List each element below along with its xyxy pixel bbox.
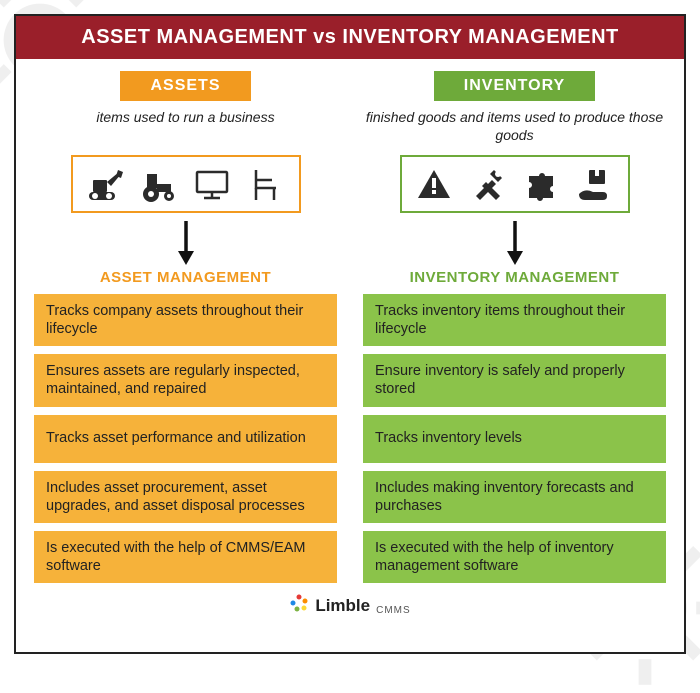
assets-subtitle: items used to run a business <box>96 109 274 145</box>
infographic-frame: ASSET MANAGEMENT vs INVENTORY MANAGEMENT… <box>14 14 686 654</box>
inventory-bullet: Includes making inventory forecasts and … <box>363 471 666 523</box>
assets-icon-box <box>71 155 301 213</box>
asset-management-label: ASSET MANAGEMENT <box>100 269 271 286</box>
logo: Limble CMMS <box>34 593 666 618</box>
inventory-bullet: Tracks inventory levels <box>363 415 666 463</box>
inventory-bullets: Tracks inventory items throughout their … <box>363 294 666 583</box>
assets-pill: ASSETS <box>120 71 250 101</box>
construction-sign-icon <box>414 164 454 204</box>
asset-bullet: Ensures assets are regularly inspected, … <box>34 354 337 406</box>
asset-bullet: Is executed with the help of CMMS/EAM so… <box>34 531 337 583</box>
logo-mark-icon <box>289 593 309 618</box>
inventory-pill: INVENTORY <box>434 71 595 101</box>
inventory-subtitle: finished goods and items used to produce… <box>363 109 666 145</box>
inventory-icon-box <box>400 155 630 213</box>
tools-icon <box>468 164 508 204</box>
excavator-icon <box>85 164 125 204</box>
tractor-icon <box>139 164 179 204</box>
inventory-bullet: Ensure inventory is safely and properly … <box>363 354 666 406</box>
assets-arrow <box>175 219 197 265</box>
inventory-management-label: INVENTORY MANAGEMENT <box>410 269 620 286</box>
inventory-bullet: Tracks inventory items throughout their … <box>363 294 666 346</box>
asset-bullet: Tracks company assets throughout their l… <box>34 294 337 346</box>
asset-bullet: Includes asset procurement, asset upgrad… <box>34 471 337 523</box>
assets-bullets: Tracks company assets throughout their l… <box>34 294 337 583</box>
main-title: ASSET MANAGEMENT vs INVENTORY MANAGEMENT <box>16 16 684 59</box>
logo-suffix: CMMS <box>376 605 411 616</box>
inventory-arrow <box>504 219 526 265</box>
chair-icon <box>246 164 286 204</box>
monitor-icon <box>192 164 232 204</box>
hand-box-icon <box>575 164 615 204</box>
columns: ASSETS items used to run a business <box>34 71 666 583</box>
inventory-bullet: Is executed with the help of inventory m… <box>363 531 666 583</box>
asset-bullet: Tracks asset performance and utilization <box>34 415 337 463</box>
inventory-column: INVENTORY finished goods and items used … <box>363 71 666 583</box>
assets-column: ASSETS items used to run a business <box>34 71 337 583</box>
puzzle-icon <box>521 164 561 204</box>
logo-brand: Limble <box>315 596 370 616</box>
